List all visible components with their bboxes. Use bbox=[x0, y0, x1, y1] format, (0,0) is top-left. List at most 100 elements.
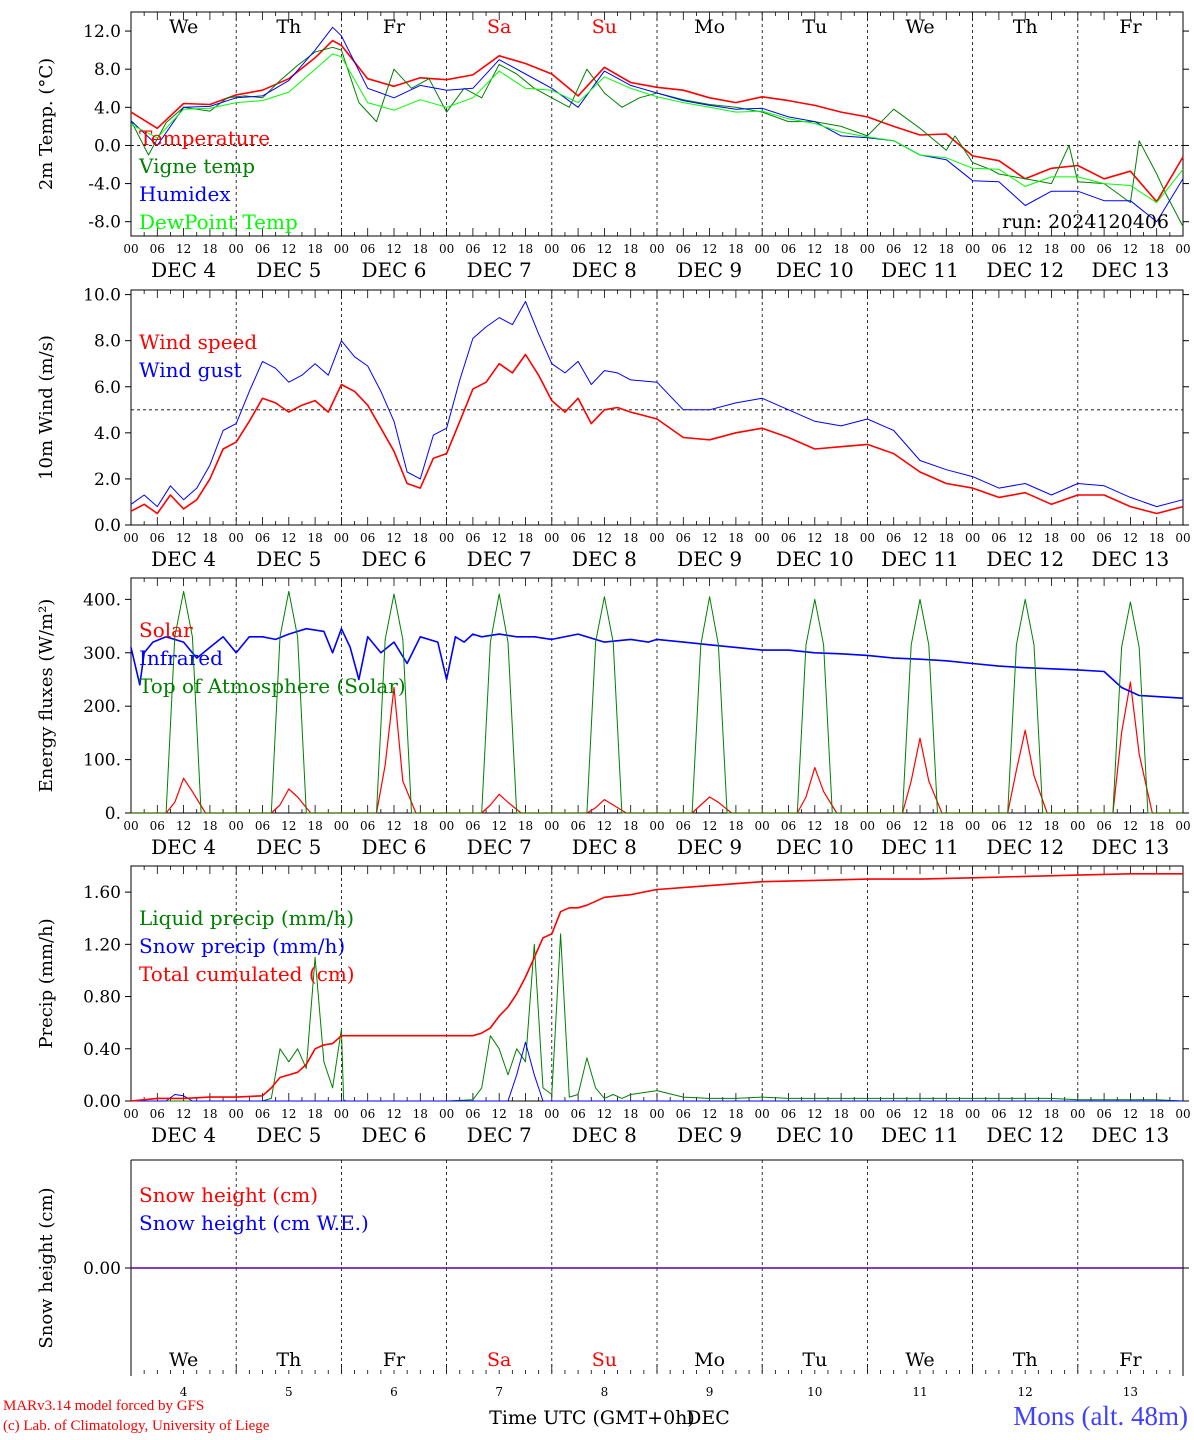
hour-tick-label: 00 bbox=[544, 242, 559, 256]
hour-tick-label: 12 bbox=[912, 1107, 927, 1121]
hour-tick-label: 12 bbox=[807, 819, 822, 833]
day-label: DEC 9 bbox=[677, 258, 742, 282]
hour-tick-label: 12 bbox=[281, 531, 296, 545]
hour-tick-label: 12 bbox=[176, 1107, 191, 1121]
legend-entry: Infrared bbox=[139, 646, 223, 670]
day-label: DEC 6 bbox=[361, 1123, 426, 1147]
day-label: DEC 5 bbox=[256, 835, 321, 859]
hour-tick-label: 00 bbox=[123, 531, 138, 545]
day-number-label: 9 bbox=[706, 1385, 714, 1399]
y-tick-label: 100. bbox=[83, 751, 121, 771]
hour-tick-label: 06 bbox=[676, 242, 691, 256]
series-line bbox=[130, 39, 1184, 203]
hour-tick-label: 06 bbox=[1096, 819, 1111, 833]
hour-tick-label: 12 bbox=[597, 531, 612, 545]
hour-tick-label: 00 bbox=[649, 242, 664, 256]
hour-tick-label: 06 bbox=[570, 242, 585, 256]
panel-4: 0.00 Snow height (cm) Snow height (cm) Snow… bbox=[36, 1159, 1189, 1429]
hour-tick-label: 12 bbox=[1018, 819, 1033, 833]
series-line bbox=[130, 46, 1184, 227]
day-label: DEC 4 bbox=[151, 1123, 216, 1147]
hour-tick-label: 18 bbox=[728, 1107, 743, 1121]
hour-tick-label: 12 bbox=[492, 531, 507, 545]
hour-tick-label: 18 bbox=[939, 1107, 954, 1121]
day-label: DEC 11 bbox=[881, 1123, 959, 1147]
hour-tick-label: 18 bbox=[307, 242, 322, 256]
hour-tick-label: 18 bbox=[623, 819, 638, 833]
hour-tick-label: 18 bbox=[307, 819, 322, 833]
hour-tick-label: 18 bbox=[728, 531, 743, 545]
hour-tick-label: 00 bbox=[755, 242, 770, 256]
hour-tick-label: 00 bbox=[860, 819, 875, 833]
hour-tick-label: 00 bbox=[229, 1107, 244, 1121]
y-tick-label: 1.20 bbox=[83, 935, 121, 955]
weekday-label: Th bbox=[276, 1349, 301, 1371]
hour-tick-label: 06 bbox=[991, 531, 1006, 545]
hour-tick-label: 12 bbox=[1018, 531, 1033, 545]
hour-tick-label: 12 bbox=[702, 242, 717, 256]
hour-tick-label: 00 bbox=[860, 531, 875, 545]
day-number-label: 13 bbox=[1123, 1385, 1138, 1399]
y-axis-label: 2m Temp. (°C) bbox=[36, 58, 57, 190]
hour-tick-label: 12 bbox=[702, 819, 717, 833]
day-label: DEC 7 bbox=[467, 547, 532, 571]
hour-tick-label: 00 bbox=[123, 819, 138, 833]
hour-tick-label: 06 bbox=[465, 242, 480, 256]
weekday-label: Fr bbox=[1119, 16, 1142, 38]
day-label: DEC 10 bbox=[776, 1123, 854, 1147]
hour-tick-label: 18 bbox=[202, 1107, 217, 1121]
hour-tick-label: 18 bbox=[728, 819, 743, 833]
day-label: DEC 10 bbox=[776, 258, 854, 282]
hour-tick-label: 06 bbox=[150, 1107, 165, 1121]
hour-tick-label: 18 bbox=[833, 242, 848, 256]
panel-2: 400. 300. 200. 100. 0. Energy fluxes (W/m²) So… bbox=[36, 577, 1191, 859]
day-label: DEC 8 bbox=[572, 547, 637, 571]
day-label: DEC 12 bbox=[986, 547, 1064, 571]
weekday-label: Tu bbox=[802, 1349, 827, 1371]
hour-tick-label: 12 bbox=[597, 819, 612, 833]
day-number-label: 11 bbox=[912, 1385, 927, 1399]
hour-tick-label: 06 bbox=[991, 819, 1006, 833]
day-label: DEC 12 bbox=[986, 1123, 1064, 1147]
hour-tick-label: 12 bbox=[492, 819, 507, 833]
hour-tick-label: 12 bbox=[1123, 531, 1138, 545]
panel-3: 1.60 1.20 0.80 0.40 0.00 Precip (mm/h) Liquid … bbox=[36, 865, 1191, 1147]
hour-tick-label: 00 bbox=[334, 819, 349, 833]
hour-tick-label: 06 bbox=[255, 242, 270, 256]
day-label: DEC 9 bbox=[677, 547, 742, 571]
hour-tick-label: 06 bbox=[465, 1107, 480, 1121]
weekday-label: Sa bbox=[487, 16, 511, 38]
series-line bbox=[131, 590, 1183, 814]
day-label: DEC 7 bbox=[467, 258, 532, 282]
hour-tick-label: 06 bbox=[676, 819, 691, 833]
x-axis-label: Time UTC (GMT+0h) bbox=[489, 1407, 695, 1429]
day-label: DEC 9 bbox=[677, 1123, 742, 1147]
hour-tick-label: 18 bbox=[939, 531, 954, 545]
day-number-label: 8 bbox=[601, 1385, 609, 1399]
hour-tick-label: 06 bbox=[991, 242, 1006, 256]
hour-tick-label: 12 bbox=[492, 242, 507, 256]
hour-tick-label: 18 bbox=[1044, 531, 1059, 545]
y-tick-label: 10.0 bbox=[83, 286, 121, 306]
station-name: Mons (alt. 48m) bbox=[1013, 1401, 1188, 1431]
hour-tick-label: 00 bbox=[334, 242, 349, 256]
hour-tick-label: 12 bbox=[386, 1107, 401, 1121]
day-number-label: 12 bbox=[1018, 1385, 1033, 1399]
day-label: DEC 13 bbox=[1092, 258, 1170, 282]
hour-tick-label: 06 bbox=[781, 242, 796, 256]
legend-entry: Solar bbox=[139, 618, 193, 642]
legend-entry: Wind gust bbox=[139, 358, 242, 382]
hour-tick-label: 18 bbox=[518, 1107, 533, 1121]
hour-tick-label: 00 bbox=[1175, 819, 1190, 833]
hour-tick-label: 12 bbox=[386, 242, 401, 256]
hour-tick-label: 12 bbox=[597, 1107, 612, 1121]
hour-tick-label: 06 bbox=[570, 531, 585, 545]
hour-tick-label: 18 bbox=[413, 819, 428, 833]
hour-tick-label: 06 bbox=[570, 1107, 585, 1121]
hour-tick-label: 00 bbox=[544, 819, 559, 833]
weekday-label: Th bbox=[276, 16, 301, 38]
hour-tick-label: 06 bbox=[886, 242, 901, 256]
hour-tick-label: 12 bbox=[912, 819, 927, 833]
hour-tick-label: 12 bbox=[386, 531, 401, 545]
hour-tick-label: 18 bbox=[1044, 242, 1059, 256]
